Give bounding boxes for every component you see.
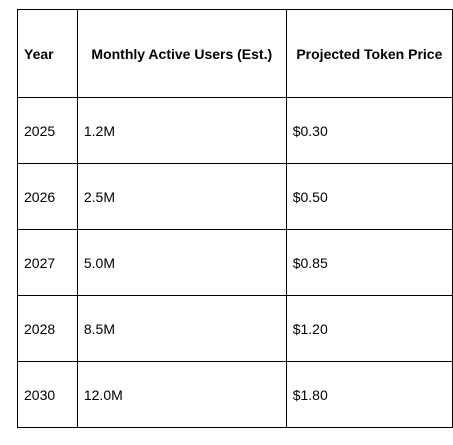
projection-table-container: Year Monthly Active Users (Est.) Project… xyxy=(17,9,453,428)
table-row: 2028 8.5M $1.20 xyxy=(17,295,453,362)
cell-price: $0.30 xyxy=(285,97,453,164)
cell-users: 5.0M xyxy=(76,229,287,296)
table-header-row: Year Monthly Active Users (Est.) Project… xyxy=(17,9,453,98)
cell-users: 1.2M xyxy=(76,97,287,164)
header-year: Year xyxy=(17,9,78,98)
cell-year: 2025 xyxy=(17,97,78,164)
table-row: 2027 5.0M $0.85 xyxy=(17,229,453,296)
header-projected-token-price: Projected Token Price xyxy=(285,9,453,98)
cell-users: 12.0M xyxy=(76,361,287,428)
projection-table: Year Monthly Active Users (Est.) Project… xyxy=(17,9,453,428)
cell-price: $0.50 xyxy=(285,163,453,230)
cell-year: 2030 xyxy=(17,361,78,428)
table-row: 2030 12.0M $1.80 xyxy=(17,361,453,428)
header-monthly-active-users: Monthly Active Users (Est.) xyxy=(76,9,287,98)
cell-year: 2026 xyxy=(17,163,78,230)
cell-price: $1.80 xyxy=(285,361,453,428)
cell-users: 8.5M xyxy=(76,295,287,362)
cell-price: $0.85 xyxy=(285,229,453,296)
table-row: 2025 1.2M $0.30 xyxy=(17,97,453,164)
cell-year: 2028 xyxy=(17,295,78,362)
cell-price: $1.20 xyxy=(285,295,453,362)
cell-users: 2.5M xyxy=(76,163,287,230)
table-row: 2026 2.5M $0.50 xyxy=(17,163,453,230)
cell-year: 2027 xyxy=(17,229,78,296)
